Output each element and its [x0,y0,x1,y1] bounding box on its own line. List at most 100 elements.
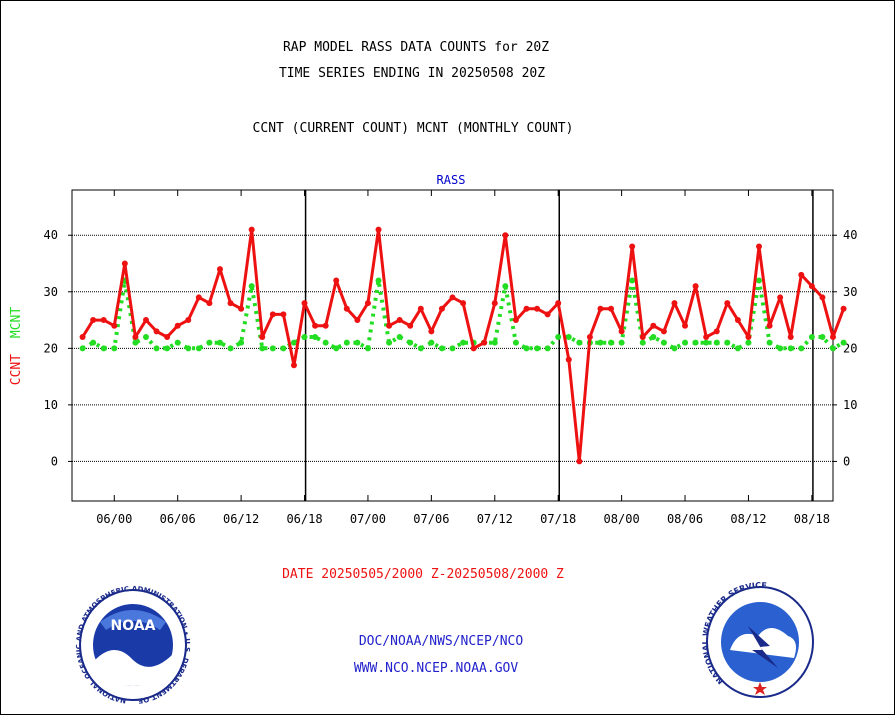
point-mcnt-32 [417,345,424,352]
point-mcnt-24 [333,345,340,352]
svg-text:CCNT MCNT: CCNT MCNT [9,307,24,386]
point-mcnt-67 [787,345,794,352]
point-mcnt-30 [396,334,403,341]
y-tick-label-left-2: 20 [44,341,58,355]
point-ccnt-42 [523,305,530,312]
point-ccnt-32 [417,305,424,312]
point-mcnt-26 [354,339,361,346]
point-mcnt-65 [766,339,773,346]
point-ccnt-16 [248,226,255,233]
point-ccnt-39 [491,300,498,307]
y-axis-label: CCNT MCNT [9,307,24,386]
point-ccnt-48 [586,334,593,341]
y-axis-label-ccnt: CCNT [9,354,24,385]
point-mcnt-10 [185,345,192,352]
point-mcnt-34 [438,345,445,352]
x-tick-label-9: 08/06 [667,512,703,526]
point-mcnt-11 [195,345,202,352]
point-ccnt-64 [756,243,763,250]
point-mcnt-9 [174,339,181,346]
point-mcnt-14 [227,345,234,352]
point-mcnt-60 [713,339,720,346]
point-ccnt-30 [396,317,403,324]
point-mcnt-44 [544,345,551,352]
point-mcnt-36 [460,339,467,346]
point-ccnt-7 [153,328,160,335]
point-ccnt-59 [703,334,710,341]
point-ccnt-15 [238,305,245,312]
point-ccnt-1 [90,317,97,324]
star-icon [753,682,767,695]
x-tick-label-10: 08/12 [730,512,766,526]
point-ccnt-37 [470,345,477,352]
point-ccnt-11 [195,294,202,301]
point-mcnt-69 [808,334,815,341]
x-tick-label-6: 07/12 [477,512,513,526]
point-mcnt-41 [512,339,519,346]
point-mcnt-72 [840,339,847,346]
point-ccnt-62 [734,317,741,324]
x-tick-label-3: 06/18 [286,512,322,526]
point-ccnt-28 [375,226,382,233]
x-tick-label-8: 08/00 [604,512,640,526]
point-ccnt-20 [290,362,297,369]
y-tick-label-left-1: 10 [44,398,58,412]
point-mcnt-18 [269,345,276,352]
point-ccnt-34 [438,305,445,312]
point-mcnt-1 [90,339,97,346]
noaa-logo: NOAA NATIONAL OCEANIC AND ATMOSPHERIC AD… [0,0,191,705]
point-mcnt-3 [111,345,118,352]
chart-title-line2: TIME SERIES ENDING IN 20250508 20Z [279,66,545,81]
point-mcnt-23 [322,339,329,346]
point-ccnt-72 [840,305,847,312]
point-ccnt-27 [364,300,371,307]
x-tick-label-7: 07/18 [540,512,576,526]
point-mcnt-66 [777,345,784,352]
point-ccnt-55 [660,328,667,335]
point-mcnt-57 [682,339,689,346]
point-mcnt-28 [375,277,382,284]
point-ccnt-47 [576,458,583,465]
point-ccnt-56 [671,300,678,307]
point-mcnt-25 [343,339,350,346]
point-ccnt-45 [555,300,562,307]
point-mcnt-35 [449,345,456,352]
point-mcnt-29 [386,339,393,346]
point-ccnt-33 [428,328,435,335]
point-mcnt-49 [597,339,604,346]
x-tick-label-2: 06/12 [223,512,259,526]
point-ccnt-61 [724,300,731,307]
point-ccnt-54 [650,322,657,329]
point-mcnt-39 [491,339,498,346]
point-mcnt-40 [502,283,509,290]
series-ccnt [79,226,847,465]
point-mcnt-70 [819,334,826,341]
point-ccnt-57 [682,322,689,329]
point-ccnt-65 [766,322,773,329]
noaa-logo-text: NOAA [111,618,156,634]
point-ccnt-46 [565,356,572,363]
series-mcnt [79,277,847,352]
point-mcnt-47 [576,339,583,346]
point-ccnt-17 [259,334,266,341]
point-ccnt-26 [354,317,361,324]
point-ccnt-29 [386,322,393,329]
point-ccnt-44 [544,311,551,318]
point-mcnt-0 [79,345,86,352]
point-ccnt-8 [164,334,171,341]
point-ccnt-22 [312,322,319,329]
point-ccnt-52 [629,243,636,250]
point-mcnt-19 [280,345,287,352]
point-ccnt-53 [639,334,646,341]
point-ccnt-24 [333,277,340,284]
point-ccnt-5 [132,334,139,341]
point-ccnt-4 [121,260,128,267]
point-ccnt-49 [597,305,604,312]
point-ccnt-50 [608,305,615,312]
y-axis-label-mcnt: MCNT [9,307,24,338]
point-ccnt-70 [819,294,826,301]
point-mcnt-71 [830,345,836,352]
point-mcnt-58 [692,339,699,346]
point-mcnt-17 [259,345,266,352]
y-tick-label-left-0: 0 [51,454,58,468]
